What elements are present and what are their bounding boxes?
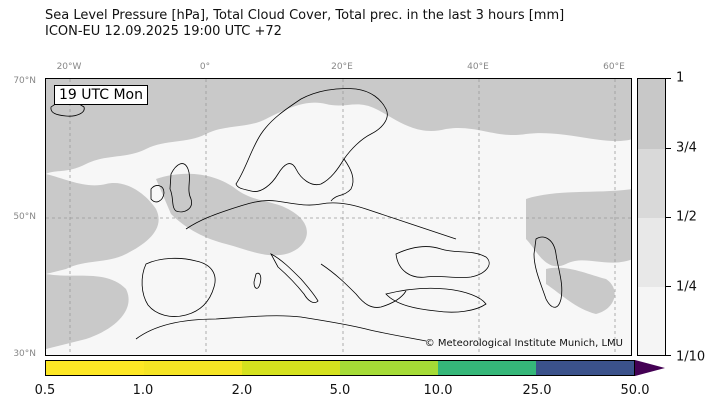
coast-scandinavia — [235, 88, 388, 192]
coast-italy — [270, 253, 319, 303]
coast-baltic — [330, 158, 354, 202]
cloud-area-east — [526, 189, 631, 267]
cloud-tick-1-4 — [666, 286, 671, 287]
cloud-label-3-4: 3/4 — [676, 140, 697, 156]
lat-label-30n: 30°N — [13, 349, 36, 359]
precip-label-0-5: 0.5 — [34, 383, 56, 398]
precip-seg-4 — [438, 361, 536, 375]
cloud-area-atlantic — [46, 174, 159, 274]
cloud-label-1: 1 — [676, 70, 685, 86]
cloud-label-1-4: 1/4 — [676, 279, 697, 295]
lon-label-20e: 20°E — [331, 62, 353, 72]
map-canvas — [46, 79, 631, 355]
cloud-seg-full — [638, 79, 665, 149]
coast-britain — [169, 163, 192, 213]
cloud-area-central — [156, 173, 307, 256]
precip-label-50-0: 50.0 — [620, 383, 650, 398]
cloud-seg-half — [638, 218, 665, 287]
coast-iberia — [141, 257, 216, 317]
map-title: Sea Level Pressure [hPa], Total Cloud Co… — [45, 8, 565, 23]
precip-label-1-0: 1.0 — [132, 383, 154, 398]
lat-label-50n: 50°N — [13, 212, 36, 222]
precip-label-10-0: 10.0 — [423, 383, 453, 398]
coast-mainland-north — [185, 200, 457, 240]
cloud-cover-colorbar — [637, 78, 666, 356]
cloud-label-1-10: 1/10 — [676, 349, 706, 365]
lat-label-70n: 70°N — [13, 76, 36, 86]
precip-seg-5 — [536, 361, 634, 375]
cloud-label-1-2: 1/2 — [676, 209, 697, 225]
coast-anatolia — [385, 287, 487, 313]
lon-label-20w: 20°W — [56, 62, 82, 72]
cloud-area-caspian — [546, 267, 615, 314]
precip-extend-arrow — [635, 360, 665, 376]
precip-label-5-0: 5.0 — [329, 383, 351, 398]
precip-seg-0 — [46, 361, 144, 375]
coastlines — [50, 88, 563, 342]
weather-map[interactable]: 19 UTC Mon © Meteorological Institute Mu… — [45, 78, 632, 356]
lon-label-0: 0° — [199, 62, 211, 72]
precip-seg-2 — [242, 361, 340, 375]
coast-corsica-sardinia — [253, 272, 262, 289]
precip-seg-3 — [340, 361, 438, 375]
cloud-tick-1 — [666, 78, 671, 79]
precip-seg-1 — [144, 361, 242, 375]
precipitation-colorbar — [45, 360, 635, 376]
cloud-tick-1-2 — [666, 217, 671, 218]
coast-north-africa — [135, 315, 427, 342]
cloud-seg-quarter — [638, 287, 665, 355]
coast-black-sea — [395, 246, 490, 278]
cloud-tick-3-4 — [666, 148, 671, 149]
lon-label-40e: 40°E — [467, 62, 489, 72]
cloud-seg-three-quarter — [638, 149, 665, 218]
map-subtitle: ICON-EU 12.09.2025 19:00 UTC +72 — [45, 24, 282, 39]
precip-label-25-0: 25.0 — [522, 383, 552, 398]
lon-label-60e: 60°E — [603, 62, 625, 72]
cloud-cover-layer — [46, 79, 631, 349]
cloud-tick-1-10 — [666, 355, 671, 356]
cloud-area-north — [46, 79, 631, 174]
coast-ireland — [150, 185, 165, 203]
precip-label-2-0: 2.0 — [231, 383, 253, 398]
cloud-area-iberia-west — [46, 274, 129, 349]
forecast-time-label: 19 UTC Mon — [54, 85, 148, 105]
copyright-credit: © Meteorological Institute Munich, LMU — [424, 338, 623, 349]
coast-caspian — [533, 236, 563, 308]
